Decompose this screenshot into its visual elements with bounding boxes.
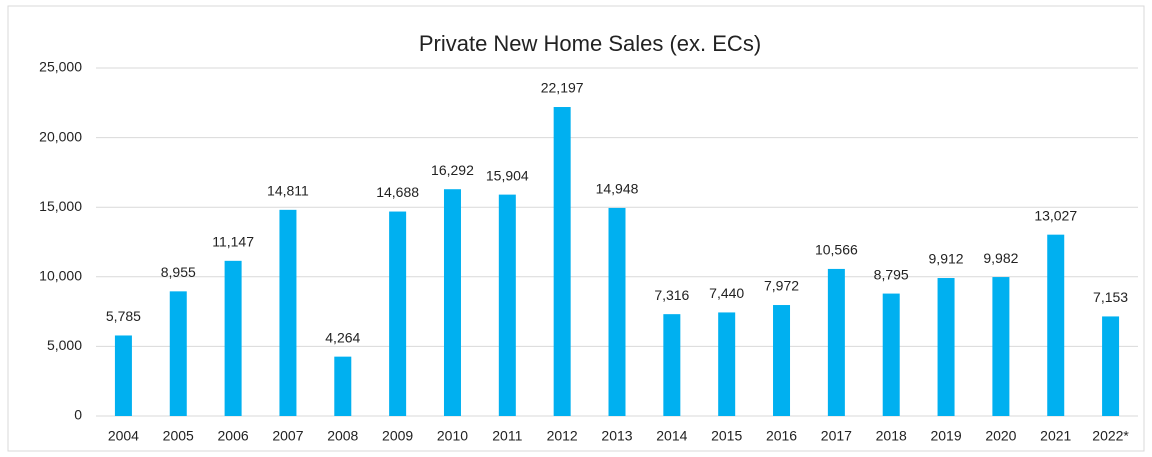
y-tick-label: 20,000 xyxy=(39,128,82,144)
data-label: 8,795 xyxy=(874,266,909,282)
data-label: 10,566 xyxy=(815,242,858,258)
bar xyxy=(992,277,1010,416)
data-label: 7,153 xyxy=(1093,289,1128,305)
x-tick-label: 2021 xyxy=(1040,428,1071,444)
bar xyxy=(1102,316,1120,416)
data-label: 15,904 xyxy=(486,167,529,183)
bar xyxy=(937,278,955,416)
x-tick-label: 2007 xyxy=(272,428,303,444)
data-label: 9,982 xyxy=(983,250,1018,266)
bar xyxy=(169,291,187,416)
data-label: 7,972 xyxy=(764,278,799,294)
y-tick-label: 10,000 xyxy=(39,268,82,284)
x-tick-label: 2022* xyxy=(1092,428,1129,444)
x-tick-label: 2019 xyxy=(930,428,961,444)
data-label: 7,440 xyxy=(709,285,744,301)
x-tick-label: 2005 xyxy=(163,428,194,444)
data-label: 8,955 xyxy=(161,264,196,280)
x-tick-label: 2016 xyxy=(766,428,797,444)
x-tick-label: 2013 xyxy=(601,428,632,444)
data-label: 14,688 xyxy=(376,184,419,200)
data-label: 11,147 xyxy=(212,234,254,250)
x-tick-label: 2010 xyxy=(437,428,468,444)
data-label: 9,912 xyxy=(929,251,964,267)
y-tick-label: 5,000 xyxy=(47,337,82,353)
x-tick-label: 2004 xyxy=(108,428,139,444)
chart-border xyxy=(7,5,1145,452)
bar xyxy=(114,335,132,416)
bar xyxy=(224,260,242,416)
bar xyxy=(718,312,736,416)
data-label: 14,948 xyxy=(596,181,639,197)
data-label: 14,811 xyxy=(267,183,309,199)
x-tick-label: 2008 xyxy=(327,428,358,444)
data-label: 22,197 xyxy=(541,80,584,96)
chart-title: Private New Home Sales (ex. ECs) xyxy=(419,31,761,56)
y-tick-label: 25,000 xyxy=(39,59,82,75)
x-tick-label: 2011 xyxy=(492,428,522,444)
bar xyxy=(608,207,626,416)
bar xyxy=(279,209,297,416)
bar xyxy=(389,211,407,416)
x-tick-label: 2020 xyxy=(985,428,1016,444)
y-tick-label: 15,000 xyxy=(39,198,82,214)
data-label: 4,264 xyxy=(325,329,360,345)
data-label: 16,292 xyxy=(431,162,474,178)
data-label: 7,316 xyxy=(654,287,689,303)
data-label: 13,027 xyxy=(1034,207,1077,223)
bar xyxy=(1047,234,1065,416)
y-tick-label: 0 xyxy=(74,407,82,423)
x-tick-label: 2014 xyxy=(656,428,687,444)
x-tick-label: 2015 xyxy=(711,428,742,444)
x-tick-label: 2006 xyxy=(218,428,249,444)
data-label: 5,785 xyxy=(106,308,141,324)
bar xyxy=(334,356,352,416)
bar xyxy=(443,189,461,416)
x-tick-label: 2012 xyxy=(547,428,578,444)
bar xyxy=(827,268,845,416)
bar xyxy=(882,293,900,416)
bar xyxy=(553,107,571,416)
bar xyxy=(663,314,681,416)
bar xyxy=(773,305,791,416)
x-tick-label: 2009 xyxy=(382,428,413,444)
x-tick-label: 2018 xyxy=(876,428,907,444)
x-tick-label: 2017 xyxy=(821,428,852,444)
bar xyxy=(498,194,516,416)
